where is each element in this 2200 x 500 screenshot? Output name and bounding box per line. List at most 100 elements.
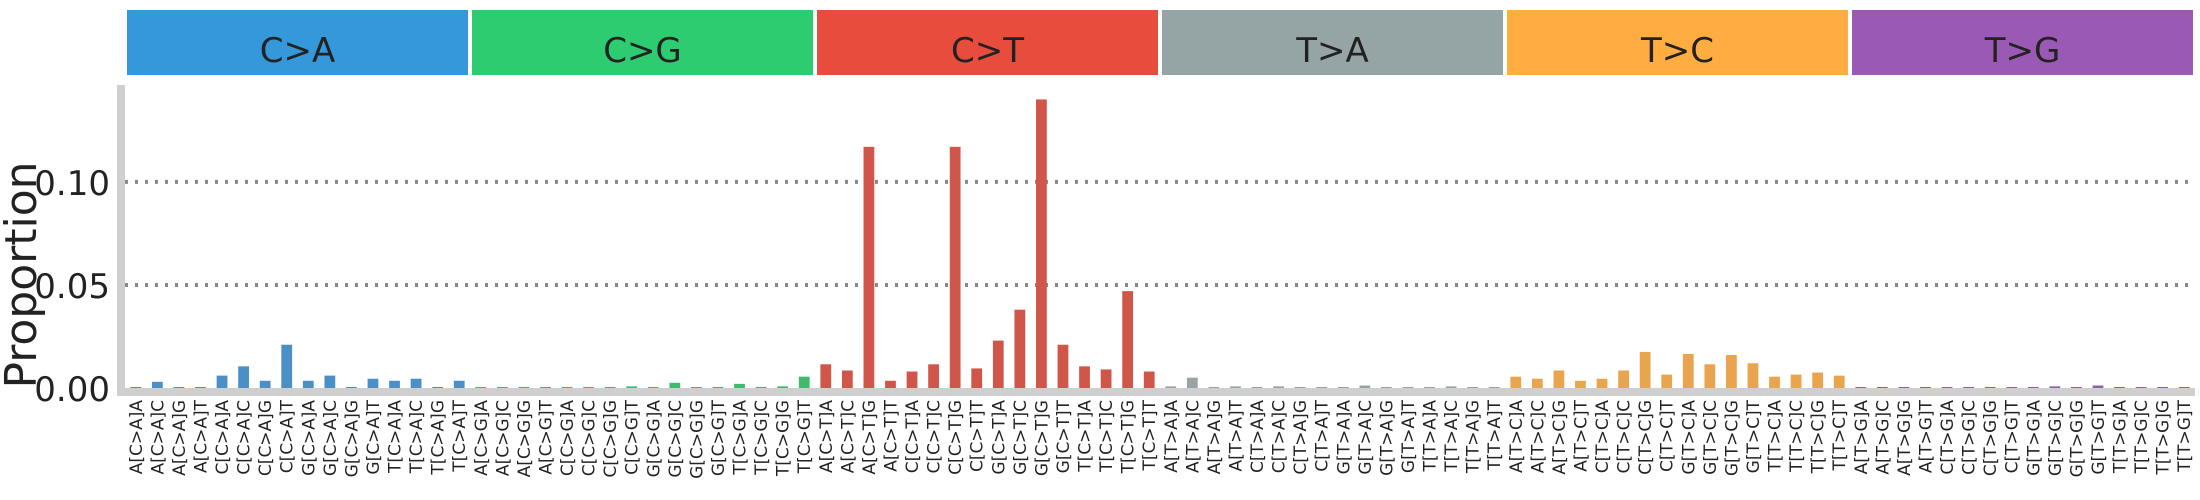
bar xyxy=(712,386,724,388)
x-tick-label: C[C>G]A xyxy=(558,400,578,476)
bar xyxy=(1553,370,1565,388)
bar xyxy=(1747,363,1759,388)
bar xyxy=(604,386,616,388)
x-tick-label: A[C>A]C xyxy=(148,400,168,475)
x-tick-label: T[C>A]C xyxy=(407,400,427,474)
bar xyxy=(1855,386,1867,388)
x-tick-label: T[T>A]A xyxy=(1421,400,1441,473)
group-header-label: C>G xyxy=(603,31,682,71)
bar xyxy=(1057,344,1069,388)
x-tick-label: A[T>C]T xyxy=(1571,399,1591,471)
x-tick-label: C[C>A]C xyxy=(235,400,255,475)
y-axis-spine xyxy=(117,85,125,396)
x-tick-label: A[T>G]C xyxy=(1873,400,1893,475)
bar xyxy=(216,375,228,388)
x-tick-label: C[T>A]A xyxy=(1248,400,1268,473)
x-tick-label: G[C>A]G xyxy=(342,400,362,477)
x-tick-label: T[T>G]G xyxy=(2154,400,2174,476)
x-tick-label: A[T>A]A xyxy=(1162,400,1182,473)
x-axis-spine xyxy=(117,388,2195,396)
x-tick-label: A[T>C]A xyxy=(1507,400,1527,473)
x-tick-label: C[T>C]A xyxy=(1593,400,1613,474)
bar xyxy=(1251,386,1263,388)
x-tick-label: T[T>A]C xyxy=(1442,400,1462,473)
x-tick-label: G[C>T]T xyxy=(1054,399,1074,473)
bar xyxy=(2178,386,2190,388)
x-tick-label: A[T>A]G xyxy=(1205,400,1225,474)
x-tick-label: G[T>C]T xyxy=(1744,399,1764,473)
x-tick-label: G[T>C]C xyxy=(1701,400,1721,475)
bar xyxy=(1898,386,1910,388)
y-tick-labels: 0.00 0.05 0.10 xyxy=(34,164,110,410)
x-tick-label: C[T>G]T xyxy=(2003,399,2023,473)
bar xyxy=(259,380,271,388)
bar xyxy=(1230,386,1241,388)
bar xyxy=(1316,386,1328,388)
group-header-2 xyxy=(472,10,813,75)
x-tick-label: G[C>G]A xyxy=(644,400,664,478)
x-tick-label: T[T>C]G xyxy=(1809,400,1829,474)
x-tick-label: G[T>G]T xyxy=(2089,399,2109,474)
bar xyxy=(647,386,659,388)
x-tick-label: T[C>A]G xyxy=(429,400,449,476)
x-tick-label: C[T>A]C xyxy=(1270,400,1290,473)
bar xyxy=(1402,386,1414,388)
x-tick-label: T[T>C]A xyxy=(1766,400,1786,473)
bar xyxy=(885,380,896,388)
bar xyxy=(496,386,508,388)
x-tick-label: G[C>A]A xyxy=(299,400,319,476)
group-header-4 xyxy=(1162,10,1503,75)
group-header-label: C>T xyxy=(951,31,1024,71)
x-tick-label: T[C>T]G xyxy=(1119,400,1139,474)
x-tick-label: G[T>A]C xyxy=(1356,400,1376,475)
bar xyxy=(1726,355,1737,388)
bar xyxy=(1639,351,1651,388)
x-tick-label: G[T>G]C xyxy=(2046,400,2066,476)
bar xyxy=(863,146,875,388)
bar xyxy=(1963,386,1974,388)
bar xyxy=(928,364,939,388)
bar xyxy=(1488,386,1500,388)
bar xyxy=(1769,376,1780,388)
bar xyxy=(1833,375,1845,388)
bar xyxy=(2114,386,2125,388)
bar xyxy=(669,382,681,388)
bar xyxy=(1381,386,1392,388)
x-tick-label: C[C>A]T xyxy=(278,399,298,473)
x-tick-label: G[C>T]A xyxy=(989,400,1009,475)
group-header-1 xyxy=(127,10,468,75)
bar xyxy=(1704,364,1716,388)
bar xyxy=(734,383,745,388)
bar xyxy=(2027,386,2039,388)
x-tick-label: C[T>G]G xyxy=(1981,400,2001,476)
bar xyxy=(475,386,487,388)
group-header-label: T>C xyxy=(1640,31,1714,71)
x-tick-label: A[C>G]A xyxy=(472,400,492,476)
x-tick-label: A[T>G]G xyxy=(1895,400,1915,476)
bar xyxy=(906,371,918,388)
x-tick-label: A[C>T]T xyxy=(881,399,901,471)
bar xyxy=(971,368,983,388)
bar xyxy=(777,386,789,388)
bar xyxy=(691,386,702,388)
x-tick-label: T[T>G]T xyxy=(2175,399,2195,472)
bar xyxy=(238,366,249,388)
x-tick-label: T[C>A]T xyxy=(450,399,470,472)
bar xyxy=(1575,380,1586,388)
x-tick-label: G[T>C]A xyxy=(1679,400,1699,475)
bar xyxy=(1661,374,1673,388)
x-tick-label: A[T>G]T xyxy=(1916,399,1936,473)
bar xyxy=(1036,99,1047,388)
bar xyxy=(2006,386,2018,388)
y-axis-label: Proportion xyxy=(0,161,47,388)
x-tick-label: T[T>A]G xyxy=(1464,400,1484,474)
bar xyxy=(820,364,832,388)
x-tick-label: C[C>G]T xyxy=(623,399,643,474)
x-tick-label: A[C>G]C xyxy=(493,400,513,476)
x-tick-label: A[C>A]G xyxy=(170,400,190,476)
bar xyxy=(1596,378,1608,388)
bar xyxy=(302,380,314,388)
x-tick-label: T[C>G]C xyxy=(752,400,772,476)
gridlines xyxy=(125,179,2195,287)
